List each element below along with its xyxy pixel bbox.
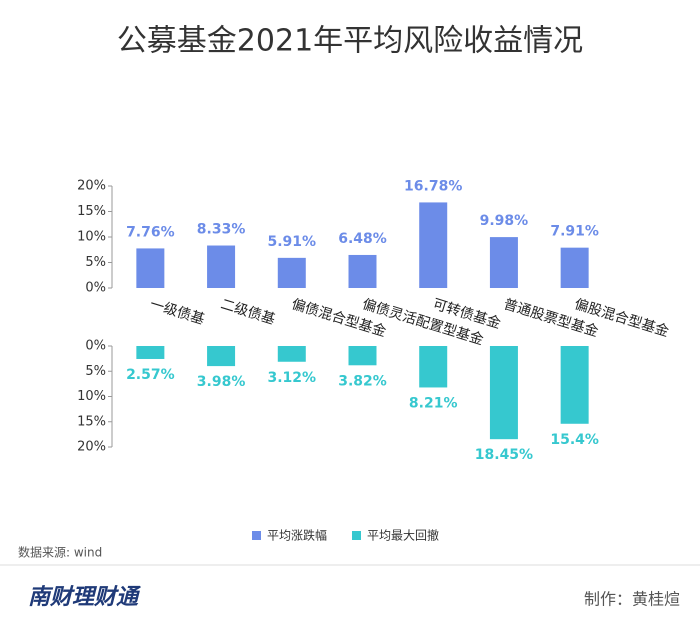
data-label: 6.48% [338, 231, 387, 247]
y-tick-label: 15% [77, 204, 106, 219]
data-label: 15.4% [550, 432, 599, 448]
y-tick-label: 0% [85, 339, 106, 354]
y-tick-label: 20% [77, 440, 106, 455]
legend-swatch [352, 531, 361, 540]
y-tick-label: 5% [85, 364, 106, 379]
data-label: 9.98% [480, 213, 529, 229]
legend-swatch [252, 531, 261, 540]
source: 数据来源: wind [18, 545, 102, 560]
data-label: 3.82% [338, 373, 387, 389]
data-label: 18.45% [475, 447, 533, 463]
y-tick-label: 15% [77, 414, 106, 429]
bar [207, 245, 236, 288]
y-tick-label: 10% [77, 230, 106, 245]
bar [419, 202, 448, 288]
data-label: 3.98% [197, 374, 246, 390]
logo: 南财理财通 [28, 585, 142, 610]
bar [419, 346, 448, 388]
bar [277, 257, 306, 288]
y-tick-label: 10% [77, 389, 106, 404]
data-label: 16.78% [404, 178, 462, 194]
data-label: 8.21% [409, 395, 458, 411]
data-label: 5.91% [267, 234, 316, 250]
data-label: 8.33% [197, 222, 246, 238]
bar [348, 346, 377, 366]
bar [207, 346, 236, 367]
credit: 制作：黄桂煊 [584, 590, 680, 609]
chart-title: 公募基金2021年平均风险收益情况 [117, 24, 583, 59]
legend-label: 平均涨跌幅 [267, 528, 327, 543]
bar [136, 346, 165, 359]
bar [560, 346, 589, 424]
bar [489, 346, 518, 440]
bar [348, 254, 377, 288]
y-tick-label: 0% [85, 281, 106, 296]
data-label: 3.12% [267, 370, 316, 386]
bar [560, 247, 589, 288]
data-label: 7.91% [550, 224, 599, 240]
y-tick-label: 20% [77, 179, 106, 194]
data-label: 2.57% [126, 367, 175, 383]
bar [277, 346, 306, 362]
legend-label: 平均最大回撤 [367, 528, 439, 543]
y-tick-label: 5% [85, 255, 106, 270]
data-label: 7.76% [126, 224, 175, 240]
bar [136, 248, 165, 288]
bar [489, 237, 518, 288]
